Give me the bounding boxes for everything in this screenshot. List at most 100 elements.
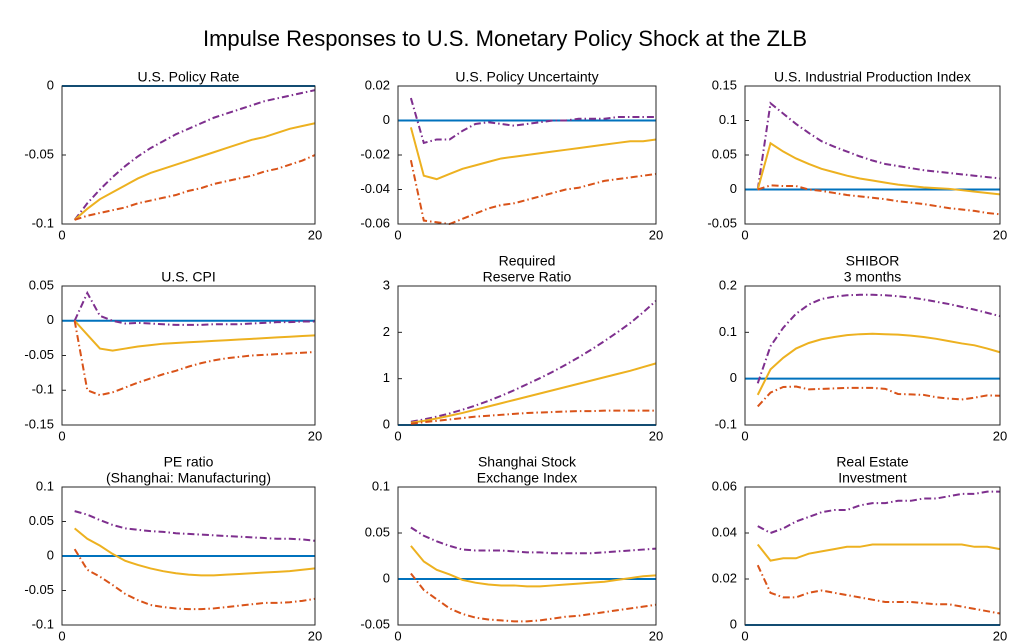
y-tick-label: 0.05 [29, 513, 54, 528]
y-tick-label: -0.1 [32, 616, 54, 631]
y-tick-label: -0.05 [360, 616, 390, 631]
axes-box [61, 486, 316, 626]
subplot-title: U.S. Industrial Production Index [774, 69, 971, 85]
axes-box [61, 285, 316, 426]
plot-area [62, 86, 315, 224]
subplot: U.S. CPI -0.15 -0.1 -0.05 0 0.05 0 20 [24, 269, 322, 444]
y-tick-label: 0.05 [29, 277, 54, 292]
y-tick-label: 0.04 [712, 524, 737, 539]
series-line [410, 572, 657, 623]
series-line [409, 159, 657, 226]
x-tick-label: 0 [741, 628, 748, 643]
y-tick-label: -0.1 [715, 416, 737, 431]
y-tick-label: 0 [47, 312, 54, 327]
y-tick-label: -0.05 [24, 347, 54, 362]
subplot-title: Required [499, 253, 556, 269]
y-tick-label: 0 [383, 570, 390, 585]
y-tick-label: -0.04 [360, 181, 390, 196]
y-tick-label: -0.05 [24, 582, 54, 597]
series-line [73, 122, 316, 221]
x-tick-label: 20 [308, 628, 322, 643]
y-tick-label: 0.02 [712, 570, 737, 585]
series-line [409, 127, 657, 181]
series-line [73, 320, 316, 352]
series-line [73, 290, 315, 326]
x-tick-label: 0 [58, 628, 65, 643]
x-tick-label: 20 [993, 628, 1007, 643]
x-tick-label: 20 [649, 428, 663, 443]
series-line [410, 526, 657, 555]
y-tick-label: 0.05 [712, 146, 737, 161]
subplot-title: Exchange Index [477, 470, 577, 486]
y-tick-label: 0 [47, 77, 54, 92]
x-tick-label: 20 [649, 227, 663, 242]
axes-box [397, 285, 657, 426]
subplot: PE ratio(Shanghai: Manufacturing) -0.1 -0.… [24, 454, 322, 644]
plot-area [745, 86, 1000, 224]
series-line [74, 510, 316, 542]
y-tick-label: -0.02 [360, 146, 390, 161]
figure-title: Impulse Responses to U.S. Monetary Polic… [203, 26, 807, 51]
subplot-title: Shanghai Stock [478, 454, 577, 470]
y-tick-label: -0.05 [24, 146, 54, 161]
y-tick-label: 0.05 [365, 524, 390, 539]
y-tick-label: 0.06 [712, 478, 737, 493]
y-tick-label: -0.15 [24, 416, 54, 431]
subplot-title: 3 months [844, 269, 902, 285]
y-tick-label: 0.02 [365, 77, 390, 92]
plot-area [398, 286, 656, 425]
x-tick-label: 0 [741, 428, 748, 443]
y-tick-label: -0.1 [32, 382, 54, 397]
y-tick-label: 0 [47, 547, 54, 562]
y-tick-label: 0.2 [719, 277, 737, 292]
y-tick-label: 0.1 [719, 324, 737, 339]
y-tick-label: 0 [383, 112, 390, 127]
series-line [756, 543, 1001, 562]
y-tick-label: 1 [383, 370, 390, 385]
axes-box [397, 85, 657, 225]
x-tick-label: 20 [993, 227, 1007, 242]
y-tick-label: 0.15 [712, 77, 737, 92]
subplot-title: PE ratio [164, 454, 214, 470]
y-tick-label: 0 [730, 616, 737, 631]
plot-area [62, 286, 315, 425]
series-line [756, 293, 1001, 384]
axes-box [744, 486, 1001, 626]
subplot-title: U.S. Policy Rate [138, 69, 240, 85]
y-tick-label: 0 [730, 181, 737, 196]
axes-box [61, 85, 316, 225]
series-line [74, 527, 316, 577]
series-line [73, 320, 316, 397]
x-tick-label: 0 [741, 227, 748, 242]
y-tick-label: -0.05 [707, 215, 737, 230]
plot-area [398, 487, 656, 625]
series-line [73, 89, 316, 221]
series-line [756, 332, 1001, 396]
y-tick-label: 0 [383, 416, 390, 431]
x-tick-label: 20 [649, 628, 663, 643]
x-tick-label: 0 [58, 428, 65, 443]
x-tick-label: 20 [993, 428, 1007, 443]
subplot-title: U.S. Policy Uncertainty [455, 69, 598, 85]
axes-box [397, 486, 657, 626]
x-tick-label: 0 [394, 628, 401, 643]
series-line [757, 184, 1001, 216]
axes-box [744, 85, 1001, 225]
y-tick-label: 3 [383, 277, 390, 292]
subplot: U.S. Industrial Production Index -0.05 0 0.… [707, 69, 1007, 243]
x-tick-label: 0 [394, 227, 401, 242]
subplot-title: (Shanghai: Manufacturing) [106, 470, 271, 486]
series-line [410, 409, 656, 425]
series-line [410, 545, 657, 588]
x-tick-label: 0 [58, 227, 65, 242]
x-tick-label: 20 [308, 428, 322, 443]
x-tick-label: 20 [308, 227, 322, 242]
y-tick-label: -0.1 [32, 215, 54, 230]
y-tick-label: 2 [383, 324, 390, 339]
subplot-title: Investment [838, 470, 907, 486]
series-line [74, 154, 316, 221]
